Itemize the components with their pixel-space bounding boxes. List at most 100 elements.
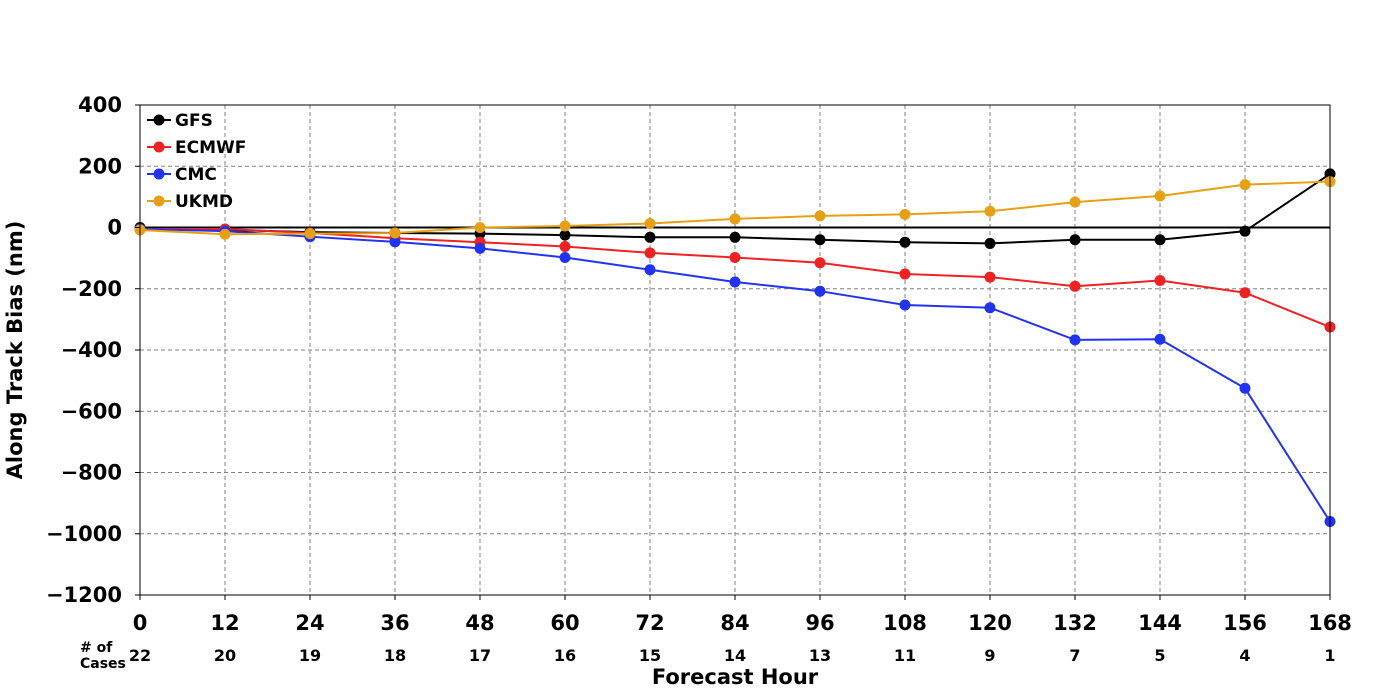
data-point: [644, 231, 656, 243]
x-tick-label: 132: [1053, 611, 1097, 635]
cases-row: 22 20 19 18 17 16 15 14 13 11 9 7 5 4 1: [129, 646, 1336, 665]
legend-marker: [153, 195, 165, 207]
data-point: [899, 208, 911, 220]
data-point: [389, 236, 401, 248]
x-tick-label: 96: [805, 611, 834, 635]
x-tick-label: 0: [133, 611, 148, 635]
y-tick-label: 200: [78, 154, 122, 178]
data-point: [814, 234, 826, 246]
legend-label: GFS: [175, 111, 213, 131]
legend-label: CMC: [175, 165, 217, 185]
case-count: 18: [384, 646, 406, 665]
x-axis-label: Forecast Hour: [652, 665, 819, 689]
x-tick-label: 72: [635, 611, 664, 635]
grid: [140, 105, 1330, 595]
data-point: [1069, 196, 1081, 208]
y-tick-label: −200: [61, 277, 122, 301]
data-point: [559, 252, 571, 264]
x-tick-label: 36: [380, 611, 409, 635]
x-tick-label: 108: [883, 611, 927, 635]
data-point: [899, 236, 911, 248]
y-tick-label: −1000: [46, 522, 122, 546]
y-axis-label: Along Track Bias (nm): [3, 221, 27, 480]
case-count: 19: [299, 646, 321, 665]
data-point: [474, 242, 486, 254]
x-tick-label: 84: [720, 611, 749, 635]
data-point: [1069, 334, 1081, 346]
x-tick-label: 144: [1138, 611, 1182, 635]
data-point: [899, 268, 911, 280]
case-count: 11: [894, 646, 916, 665]
case-count: 5: [1154, 646, 1165, 665]
x-tick-label: 168: [1308, 611, 1352, 635]
x-tick-label: 60: [550, 611, 579, 635]
legend-item-gfs: GFS: [147, 111, 213, 131]
data-point: [729, 231, 741, 243]
data-point: [1239, 382, 1251, 394]
case-count: 22: [129, 646, 151, 665]
data-point: [814, 210, 826, 222]
x-tick-label: 12: [210, 611, 239, 635]
case-count: 14: [724, 646, 746, 665]
data-point: [644, 264, 656, 276]
data-point: [1069, 234, 1081, 246]
series-layer: [134, 168, 1336, 527]
data-point: [559, 229, 571, 241]
data-point: [1154, 190, 1166, 202]
y-tick-label: −400: [61, 338, 122, 362]
data-point: [984, 205, 996, 217]
legend: GFS ECMWF CMC UKMD: [147, 111, 246, 212]
x-tick-label: 120: [968, 611, 1012, 635]
x-tick-label: 48: [465, 611, 494, 635]
case-count: 13: [809, 646, 831, 665]
legend-marker: [153, 141, 165, 153]
x-tick-label: 24: [295, 611, 324, 635]
case-count: 16: [554, 646, 576, 665]
data-point: [729, 213, 741, 225]
data-point: [644, 247, 656, 259]
case-count: 15: [639, 646, 661, 665]
data-point: [1154, 234, 1166, 246]
legend-item-ukmd: UKMD: [147, 192, 233, 212]
legend-item-cmc: CMC: [147, 165, 217, 185]
case-count: 20: [214, 646, 236, 665]
data-point: [474, 222, 486, 233]
legend-marker: [153, 114, 165, 126]
data-point: [559, 240, 571, 252]
data-point: [389, 227, 401, 239]
data-point: [644, 218, 656, 230]
series-ukmd: [134, 176, 1336, 240]
data-point: [219, 228, 231, 240]
data-point: [1239, 225, 1251, 237]
data-point: [729, 252, 741, 264]
data-point: [304, 228, 316, 240]
x-tick-label: 156: [1223, 611, 1267, 635]
data-point: [1154, 274, 1166, 286]
case-count: 4: [1239, 646, 1250, 665]
data-point: [984, 271, 996, 283]
y-axis-ticks: 400 200 0 −200 −400 −600 −800 −1000 −1200: [46, 93, 140, 607]
y-tick-label: −600: [61, 399, 122, 423]
data-point: [814, 285, 826, 297]
case-count: 17: [469, 646, 491, 665]
y-tick-label: 0: [107, 216, 122, 240]
x-axis-ticks: 0 12 24 36 48 60 72 84 96 108 120 132 144 156 168: [133, 595, 1352, 635]
data-point: [1154, 333, 1166, 345]
y-tick-label: 400: [78, 93, 122, 117]
case-count: 7: [1069, 646, 1080, 665]
data-point: [559, 220, 571, 232]
legend-marker: [153, 168, 165, 180]
cases-header-line2: Cases: [80, 656, 126, 672]
data-point: [984, 237, 996, 249]
data-point: [1239, 179, 1251, 191]
data-point: [1239, 287, 1251, 299]
case-count: 1: [1324, 646, 1335, 665]
legend-item-ecmwf: ECMWF: [147, 138, 246, 158]
y-tick-label: −800: [61, 461, 122, 485]
data-point: [984, 302, 996, 314]
y-tick-label: −1200: [46, 583, 122, 607]
case-count: 9: [984, 646, 995, 665]
data-point: [814, 257, 826, 269]
data-point: [1069, 280, 1081, 292]
